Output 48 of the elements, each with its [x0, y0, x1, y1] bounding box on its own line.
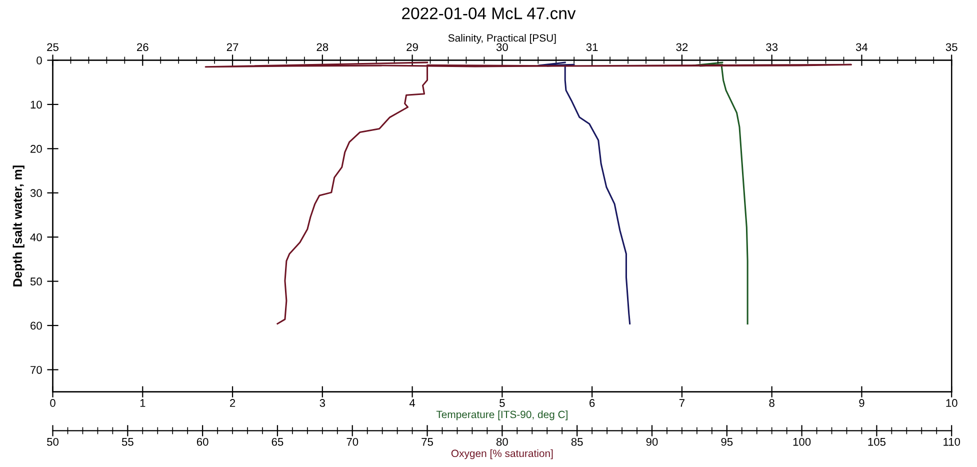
chart-title: 2022-01-04 McL 47.cnv: [402, 7, 576, 20]
x2-tick-label: 26: [137, 43, 148, 52]
x2-axis-title: Salinity, Practical [PSU]: [448, 34, 556, 44]
x2-tick-label: 28: [316, 43, 328, 52]
x2-tick-label: 31: [586, 43, 598, 52]
y-axis-title: Depth [salt water, m]: [12, 166, 24, 286]
x-tick-label: 5: [500, 399, 505, 407]
x-tick-label: 60: [196, 438, 208, 446]
x-tick-label: 9: [859, 399, 864, 407]
x-tick-label: 95: [721, 438, 733, 446]
x-tick-label: 6: [590, 399, 595, 407]
x-tick-label: 55: [122, 438, 134, 446]
x-tick-label: 105: [868, 438, 886, 446]
x-tick-label: 90: [646, 438, 658, 446]
x-tick-label: 85: [571, 438, 583, 446]
x-tick-label: 110: [944, 438, 960, 446]
y-tick-label: 70: [30, 366, 42, 374]
x-tick-label: 70: [346, 438, 358, 446]
x2-tick-label: 29: [406, 43, 418, 52]
x2-tick-label: 25: [47, 43, 58, 52]
x-tick-label: 50: [47, 438, 59, 446]
x-tick-label: 2: [230, 399, 236, 407]
x-tick-label: 75: [422, 438, 433, 446]
x2-tick-label: 33: [766, 43, 778, 52]
x2-tick-label: 30: [496, 43, 508, 52]
x-tick-label: 0: [50, 399, 56, 407]
x-tick-label: 7: [679, 399, 684, 407]
y-tick-label: 10: [30, 100, 42, 109]
y-tick-label: 0: [36, 56, 42, 64]
y-tick-label: 50: [30, 278, 42, 286]
x-tick-label: 80: [496, 438, 508, 446]
x2-tick-label: 34: [856, 43, 868, 52]
x2-tick-label: 35: [946, 43, 958, 52]
x-tick-label: 65: [272, 438, 284, 446]
y-tick-label: 60: [30, 322, 42, 330]
x2-tick-label: 27: [226, 43, 238, 51]
y-tick-label: 20: [30, 144, 42, 153]
x-axis-title: Temperature [ITS-90, deg C]: [436, 410, 568, 420]
y-tick-label: 30: [30, 189, 42, 198]
x-tick-label: 1: [140, 399, 146, 407]
x-tick-label: 8: [769, 399, 774, 407]
x-tick-label: 3: [320, 399, 326, 407]
x2-tick-label: 32: [676, 43, 688, 52]
x-axis-title: Oxygen [% saturation]: [451, 449, 553, 460]
x-tick-label: 10: [946, 399, 958, 407]
x-tick-label: 100: [793, 438, 811, 446]
y-tick-label: 40: [30, 233, 42, 242]
x-tick-label: 4: [409, 399, 416, 407]
